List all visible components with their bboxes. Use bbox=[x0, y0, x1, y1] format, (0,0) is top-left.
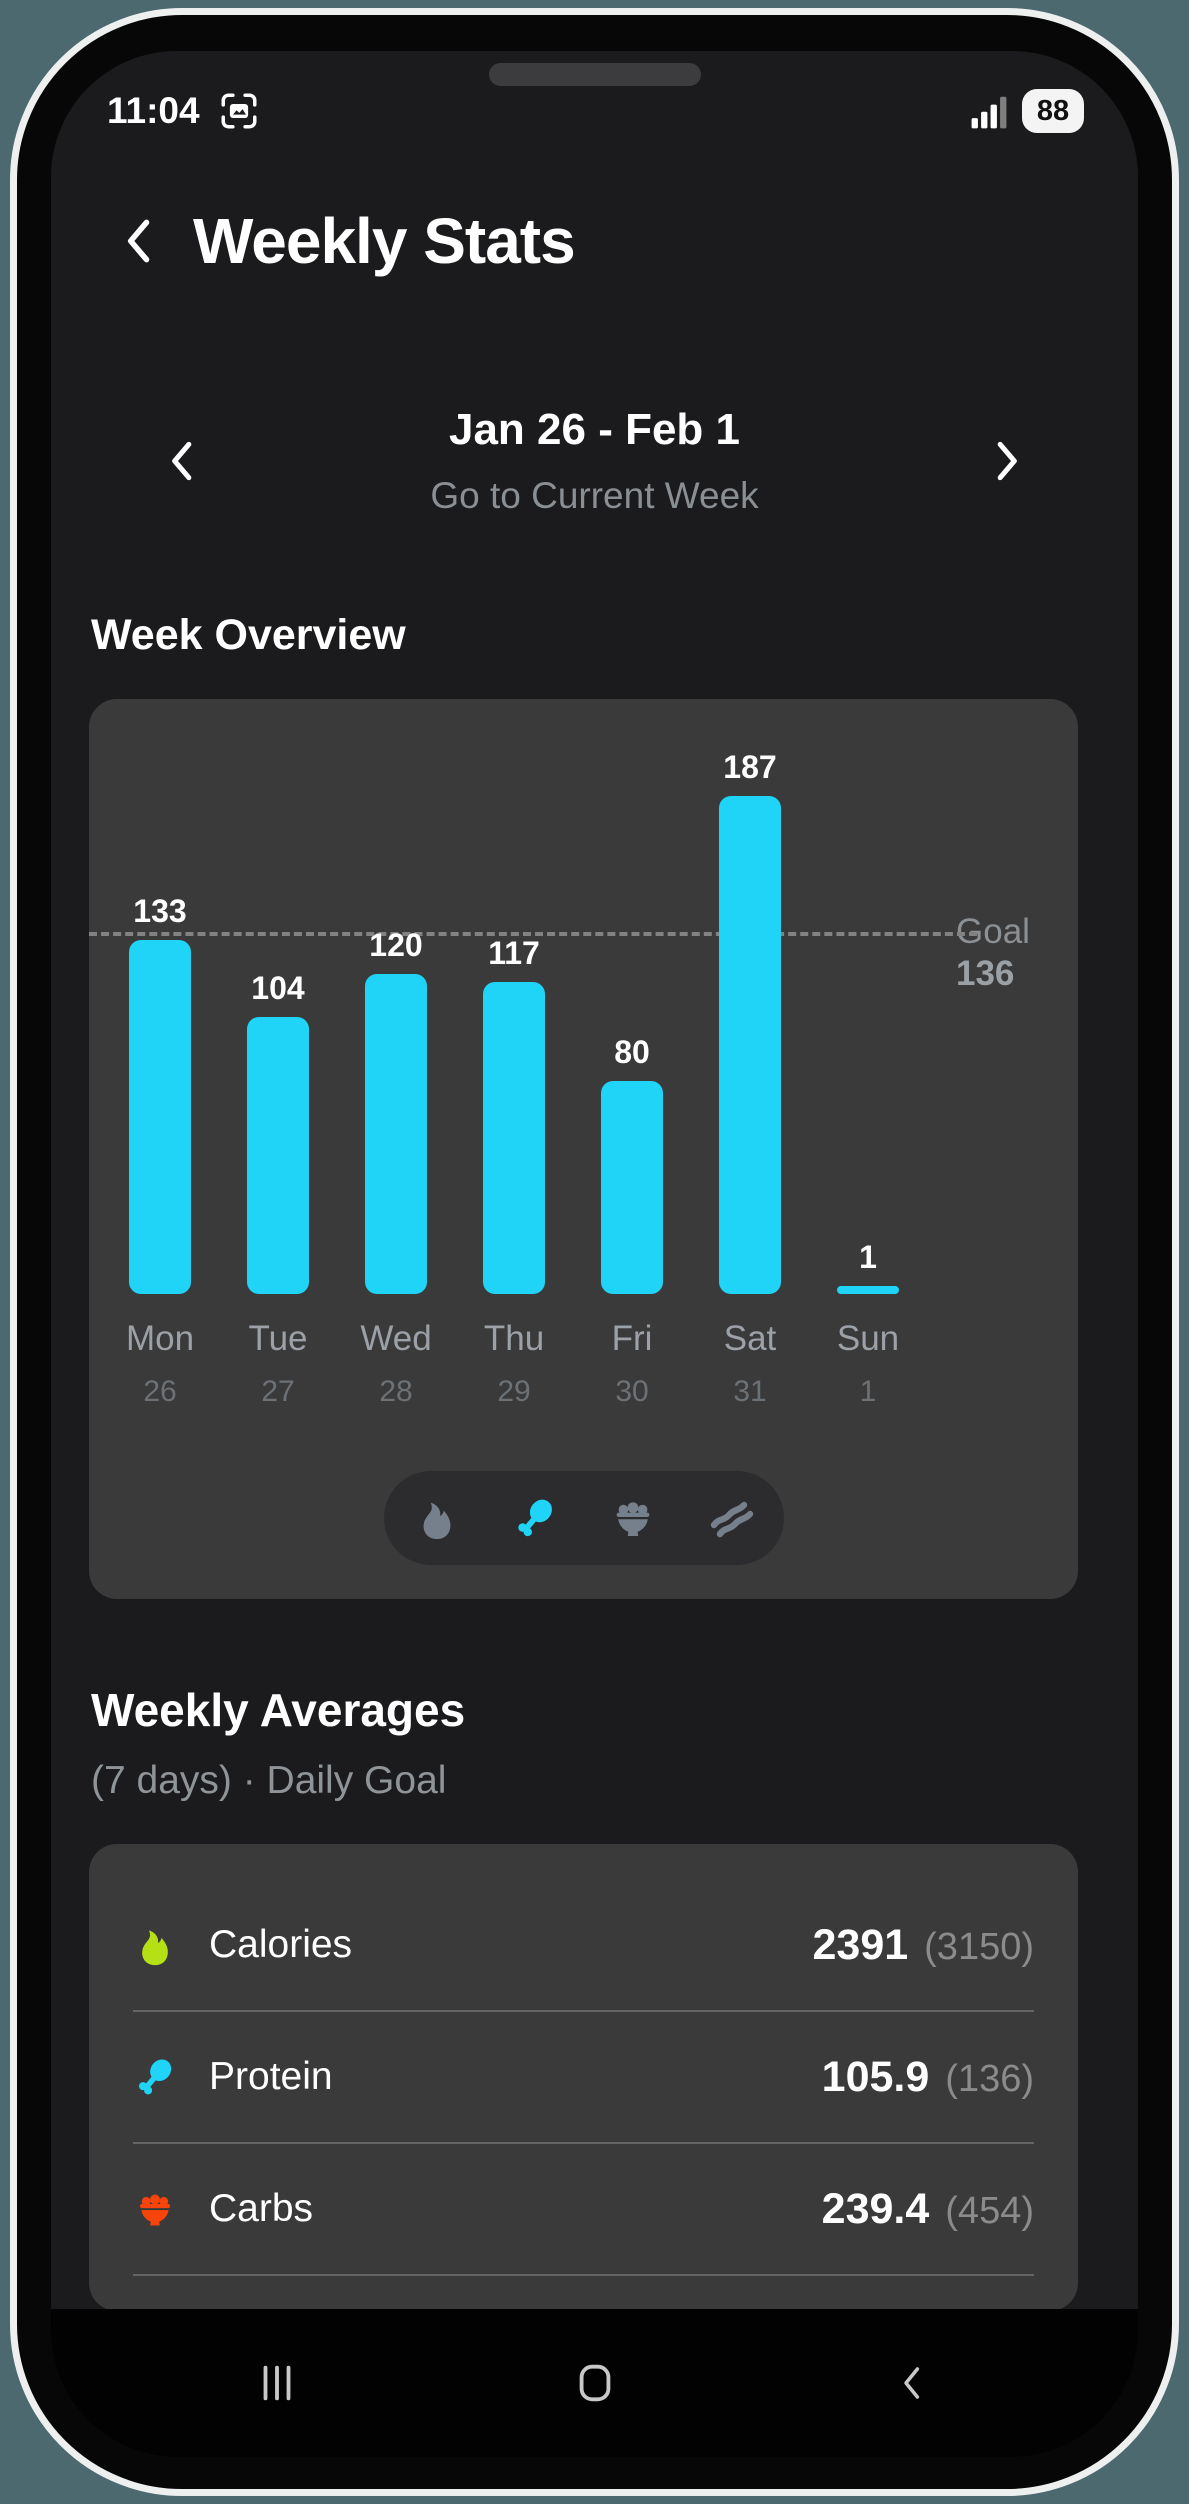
weekday-label: Wed bbox=[360, 1319, 432, 1358]
row-divider bbox=[133, 2010, 1034, 2012]
bar-sun bbox=[837, 1286, 899, 1294]
bar-value-label: 133 bbox=[133, 893, 187, 929]
goal-value: 136 bbox=[956, 954, 1015, 993]
screen-capture-icon bbox=[218, 90, 260, 132]
chart-column-thu: 117 bbox=[455, 699, 573, 1294]
chart-column-sat: 187 bbox=[691, 699, 809, 1294]
page-header: Weekly Stats bbox=[51, 191, 1138, 291]
bar-wed bbox=[365, 974, 427, 1294]
bar-value-label: 117 bbox=[488, 935, 540, 971]
protein-drumstick-icon[interactable] bbox=[510, 1493, 560, 1543]
fat-bacon-icon[interactable] bbox=[706, 1493, 756, 1543]
date-axis: 26 27 28 29 30 31 1 bbox=[101, 1375, 927, 1409]
average-goal-value: (3150) bbox=[924, 1925, 1034, 1968]
bar-fri bbox=[601, 1081, 663, 1294]
bar-value-label: 1 bbox=[859, 1239, 877, 1275]
bar-value-label: 120 bbox=[369, 927, 423, 963]
recents-button[interactable] bbox=[247, 2353, 307, 2413]
weekly-averages-subtitle: (7 days) · Daily Goal bbox=[91, 1759, 447, 1802]
phone-frame: 11:04 88 Weekly Stats Jan 26 - Feb 1 Go … bbox=[10, 8, 1179, 2496]
weekday-label: Sat bbox=[723, 1319, 777, 1358]
bar-chart: 133 104 120 117 80 187 1 bbox=[101, 699, 927, 1294]
bar-mon bbox=[129, 940, 191, 1294]
weekly-averages-title: Weekly Averages bbox=[91, 1684, 466, 1736]
weekday-label: Sun bbox=[836, 1319, 900, 1358]
date-label: 28 bbox=[379, 1375, 413, 1408]
weekday-label: Tue bbox=[248, 1319, 308, 1358]
chart-column-mon: 133 bbox=[101, 699, 219, 1294]
average-value: 2391 bbox=[812, 1920, 909, 1969]
average-row-protein: Protein 105.9 (136) bbox=[89, 2012, 1078, 2142]
weekday-label: Mon bbox=[125, 1319, 195, 1358]
week-navigator: Jan 26 - Feb 1 Go to Current Week bbox=[51, 401, 1138, 521]
date-label: 26 bbox=[143, 1375, 177, 1408]
week-overview-title: Week Overview bbox=[91, 611, 406, 659]
average-value: 105.9 bbox=[821, 2052, 930, 2101]
protein-drumstick-icon bbox=[133, 2055, 177, 2099]
bar-tue bbox=[247, 1017, 309, 1294]
date-label: 27 bbox=[261, 1375, 295, 1408]
chart-column-tue: 104 bbox=[219, 699, 337, 1294]
chart-column-wed: 120 bbox=[337, 699, 455, 1294]
home-button[interactable] bbox=[565, 2353, 625, 2413]
weekly-averages-card: Calories 2391 (3150) Protein 105.9 (136) Carbs… bbox=[89, 1844, 1078, 2311]
bar-sat bbox=[719, 796, 781, 1294]
calories-flame-icon[interactable] bbox=[412, 1493, 462, 1543]
signal-strength-icon bbox=[970, 92, 1008, 130]
weekday-label: Fri bbox=[611, 1319, 653, 1358]
date-label: 30 bbox=[615, 1375, 649, 1408]
carbs-bowl-icon[interactable] bbox=[608, 1493, 658, 1543]
date-label: 1 bbox=[859, 1375, 877, 1408]
battery-indicator: 88 bbox=[1022, 89, 1084, 133]
goal-line bbox=[89, 932, 977, 936]
average-value: 239.4 bbox=[821, 2184, 930, 2233]
bar-value-label: 80 bbox=[614, 1034, 650, 1070]
status-bar: 11:04 88 bbox=[51, 85, 1138, 137]
previous-week-icon[interactable] bbox=[163, 435, 203, 487]
bar-thu bbox=[483, 982, 545, 1294]
carbs-bowl-icon bbox=[133, 2187, 177, 2231]
go-to-current-week-button[interactable]: Go to Current Week bbox=[430, 475, 759, 516]
screen: 11:04 88 Weekly Stats Jan 26 - Feb 1 Go … bbox=[51, 51, 1138, 2457]
back-chevron-icon[interactable] bbox=[117, 215, 163, 267]
system-navigation-bar bbox=[51, 2309, 1138, 2457]
speaker-grille bbox=[488, 63, 701, 86]
metric-toggle bbox=[383, 1471, 784, 1565]
average-label: Carbs bbox=[209, 2187, 314, 2230]
week-range-label: Jan 26 - Feb 1 bbox=[448, 405, 740, 454]
goal-label: Goal 136 bbox=[956, 911, 1066, 995]
average-label: Calories bbox=[209, 1923, 353, 1966]
average-goal-value: (454) bbox=[945, 2189, 1034, 2232]
page-title: Weekly Stats bbox=[193, 205, 576, 277]
week-overview-chart-card: 133 104 120 117 80 187 1 Goal 136 Mon Tue Wed Thu… bbox=[89, 699, 1078, 1599]
row-divider bbox=[133, 2142, 1034, 2144]
clock: 11:04 bbox=[107, 90, 200, 131]
row-divider bbox=[133, 2274, 1034, 2276]
calories-flame-icon bbox=[133, 1923, 177, 1967]
weekday-axis: Mon Tue Wed Thu Fri Sat Sun bbox=[101, 1319, 927, 1359]
back-button[interactable] bbox=[883, 2353, 943, 2413]
date-label: 29 bbox=[497, 1375, 531, 1408]
average-label: Protein bbox=[209, 2055, 333, 2098]
average-goal-value: (136) bbox=[945, 2057, 1034, 2100]
goal-word: Goal bbox=[956, 912, 1030, 951]
bar-value-label: 104 bbox=[251, 970, 305, 1006]
date-label: 31 bbox=[733, 1375, 767, 1408]
bar-value-label: 187 bbox=[723, 749, 777, 785]
average-row-carbs: Carbs 239.4 (454) bbox=[89, 2144, 1078, 2274]
next-week-icon[interactable] bbox=[986, 435, 1026, 487]
average-row-calories: Calories 2391 (3150) bbox=[89, 1880, 1078, 2010]
weekday-label: Thu bbox=[483, 1319, 545, 1358]
chart-column-fri: 80 bbox=[573, 699, 691, 1294]
chart-column-sun: 1 bbox=[809, 699, 927, 1294]
